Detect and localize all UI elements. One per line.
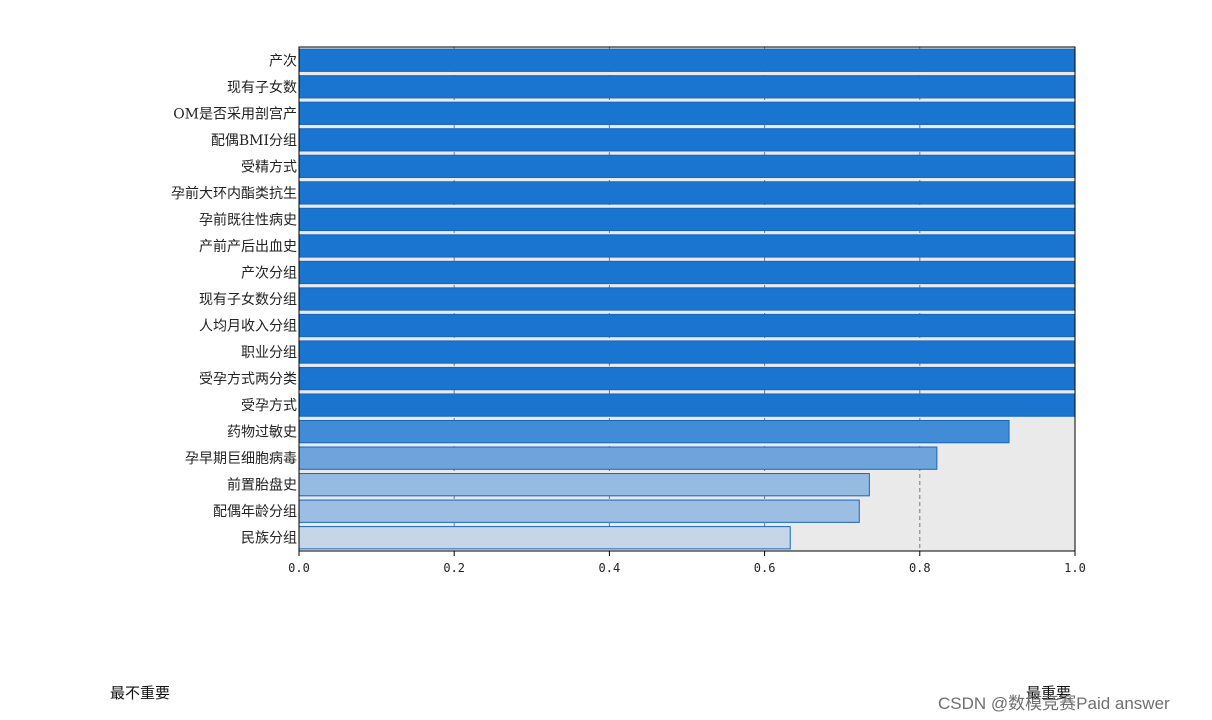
category-label: 产次分组: [241, 265, 297, 281]
bar: [298, 419, 1010, 444]
category-label: 受精方式: [241, 159, 297, 175]
bar: [298, 366, 1076, 391]
watermark-text: CSDN @数模竞赛Paid answer: [938, 694, 1170, 713]
x-tick-label: 0.4: [599, 561, 621, 575]
category-label: 前置胎盘史: [227, 477, 297, 494]
bar: [298, 48, 1076, 72]
category-label: 产前产后出血史: [199, 238, 297, 255]
bars: [298, 48, 1076, 550]
plot-frame: [298, 46, 1076, 552]
category-label: 民族分组: [241, 531, 297, 547]
category-label: 孕前既往性病史: [199, 211, 297, 228]
category-label: 受孕方式两分类: [199, 372, 297, 388]
bar: [298, 75, 1076, 99]
bar: [298, 207, 1076, 232]
bar: [298, 154, 1076, 179]
category-label: 受孕方式: [241, 398, 297, 414]
bar: [298, 526, 791, 550]
category-label: 现有子女数: [227, 79, 297, 96]
bar: [298, 181, 1076, 205]
least-important-label: 最不重要: [110, 684, 171, 702]
bar: [298, 340, 1076, 364]
x-tick-label: 0.6: [754, 561, 776, 575]
x-tick-label: 0.2: [443, 561, 465, 575]
x-axis-ticks: 0.0 0.2 0.4 0.6 0.8 1.0: [288, 551, 1086, 575]
bar: [298, 393, 1076, 417]
category-label: 孕早期巨细胞病毒: [185, 451, 297, 467]
x-tick-label: 1.0: [1064, 561, 1086, 575]
bar: [298, 234, 1076, 258]
category-label: 人均月收入分组: [199, 319, 297, 335]
category-label: 产次: [269, 53, 297, 69]
category-label: 现有子女数分组: [199, 291, 297, 308]
category-label: 药物过敏史: [227, 425, 297, 441]
bar: [298, 473, 870, 497]
x-tick-label: 0.8: [909, 561, 931, 575]
bar: [298, 313, 1076, 338]
category-label: 配偶BMI分组: [211, 133, 297, 149]
bar: [298, 101, 1076, 125]
bar: [298, 499, 860, 523]
bar: [298, 287, 1076, 311]
category-label: 配偶年龄分组: [213, 504, 297, 520]
bar: [298, 260, 1076, 285]
bar: [298, 446, 938, 470]
x-tick-label: 0.0: [288, 561, 310, 575]
most-important-label: 最重要: [1026, 684, 1072, 702]
category-label: OM是否采用剖宫产: [173, 106, 297, 122]
bar: [298, 128, 1076, 152]
category-label: 孕前大环内酯类抗生: [171, 185, 297, 202]
category-label: 职业分组: [241, 345, 297, 361]
